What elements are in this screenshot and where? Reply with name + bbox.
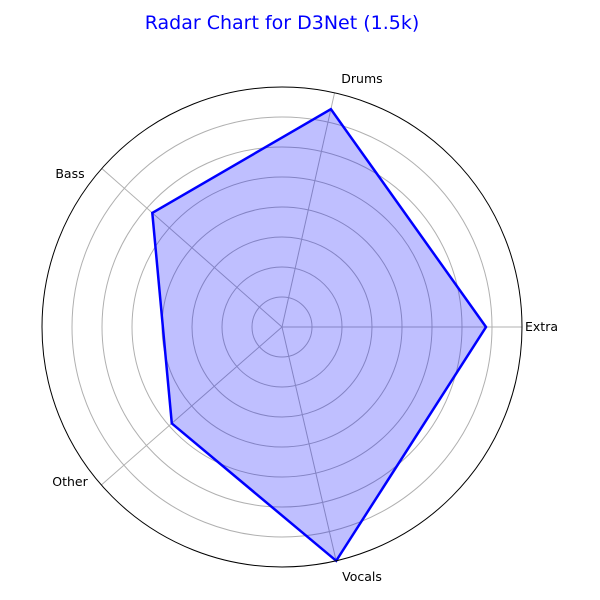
chart-title: Radar Chart for D3Net (1.5k) (145, 12, 420, 34)
outer-frame (41, 86, 523, 568)
axis-label-drums: Drums (341, 71, 382, 86)
grid (71, 92, 522, 561)
spoke-other (100, 326, 283, 486)
data-layer (150, 107, 488, 563)
axis-label-vocals: Vocals (342, 569, 382, 584)
axis-label-extra: Extra (525, 319, 558, 334)
spoke-bass (101, 168, 283, 328)
spoke-vocals (281, 326, 337, 561)
axis-label-bass: Bass (55, 166, 84, 181)
axis-label-other: Other (52, 474, 88, 489)
axis-labels: Extra Drums Bass Other Vocals (52, 71, 558, 584)
series-area-1 (150, 107, 488, 563)
spoke-drums (281, 92, 336, 328)
